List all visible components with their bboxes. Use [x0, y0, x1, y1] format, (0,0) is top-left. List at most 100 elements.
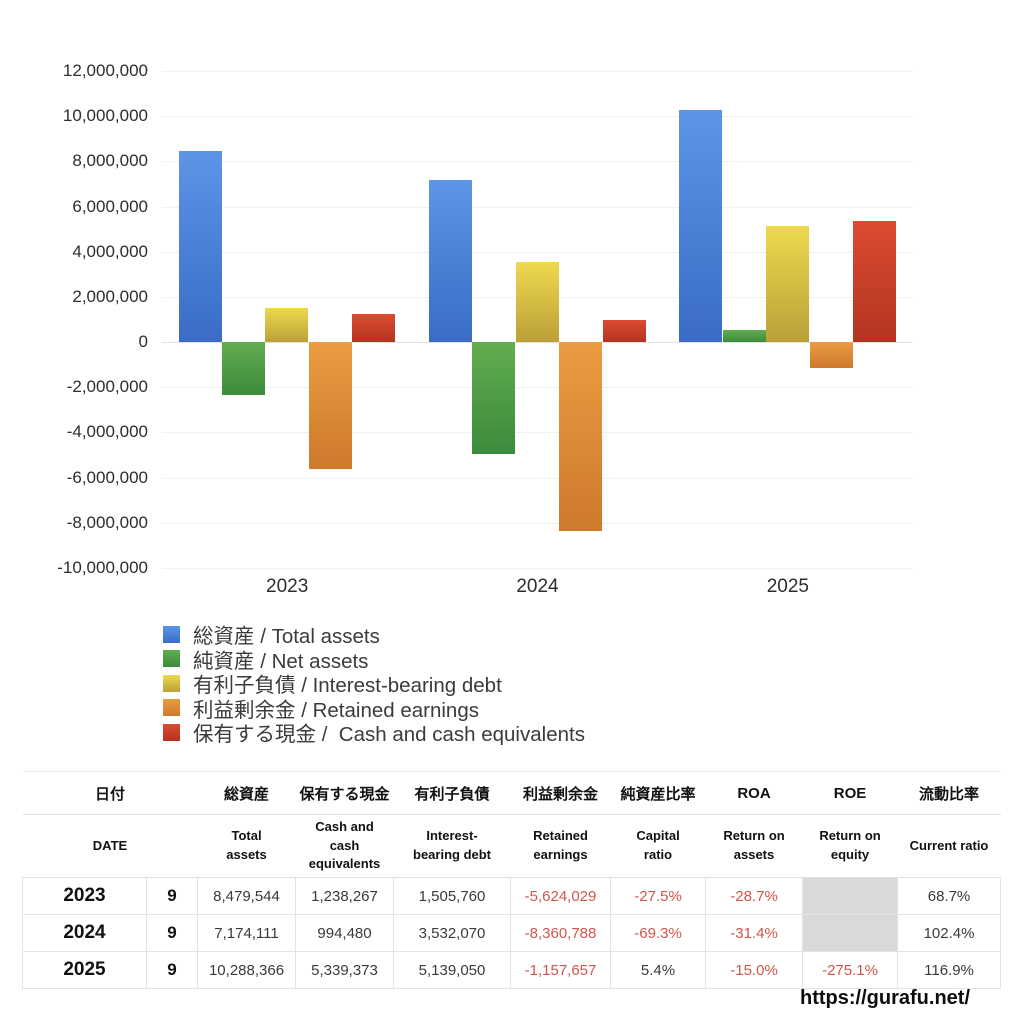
- col-header-capital-ratio-en: Capital ratio: [610, 814, 706, 878]
- y-tick-label: -10,000,000: [57, 558, 148, 577]
- bar: [559, 342, 603, 531]
- col-header-cash-ja: 保有する現金: [295, 771, 394, 815]
- year-cell: 2024: [22, 914, 147, 952]
- col-header-roe-en: Return on equity: [802, 814, 898, 878]
- gridline: [162, 522, 913, 524]
- x-tick-label: 2025: [766, 576, 809, 597]
- col-header-roa-en: Return on assets: [705, 814, 803, 878]
- bar: [308, 342, 352, 470]
- legend-swatch: [163, 674, 180, 692]
- bar: [679, 109, 723, 343]
- gridline: [162, 342, 913, 344]
- value-cell: -5,624,029: [510, 877, 612, 915]
- month-cell: 9: [145, 951, 199, 989]
- x-tick-label: 2023: [266, 576, 309, 597]
- col-header-retained-en: Retained earnings: [510, 814, 611, 878]
- legend-swatch: [163, 625, 180, 643]
- site-url: https://gurafu.net/: [800, 987, 970, 1009]
- bar: [515, 262, 559, 343]
- y-tick-label: 12,000,000: [62, 61, 148, 80]
- legend-swatch: [163, 723, 180, 741]
- col-header-retained-ja: 利益剰余金: [510, 771, 611, 815]
- y-tick-label: -2,000,000: [66, 377, 148, 397]
- gridline: [162, 432, 913, 434]
- bar: [429, 180, 472, 343]
- legend-item: 総資産 / Total assets: [163, 622, 585, 649]
- table-row: 2024 9 7,174,111 994,480 3,532,070 -8,360,788…: [22, 914, 1002, 952]
- y-tick-label: -4,000,000: [66, 422, 148, 442]
- gridline: [162, 161, 913, 163]
- bar: [178, 150, 222, 343]
- col-header-cash-en: Cash and cash equivalents: [295, 814, 394, 878]
- y-tick-label: 2,000,000: [72, 286, 148, 306]
- legend-label: 純資産 / Net assets: [193, 649, 369, 673]
- value-cell: 1,505,760: [393, 877, 512, 915]
- bar: [265, 308, 309, 343]
- table-header-english: DATE Total assets Cash and cash equivale…: [22, 814, 1001, 878]
- y-tick-label: 6,000,000: [72, 196, 148, 216]
- value-cell: 102.4%: [897, 914, 1002, 952]
- legend-item: 利益剰余金 / Retained earnings: [163, 696, 585, 722]
- col-header-roe-ja: ROE: [802, 771, 898, 815]
- month-cell: 9: [145, 877, 199, 915]
- year-cell: 2023: [22, 877, 147, 915]
- gridline: [162, 251, 913, 253]
- col-header-debt-en: Interest-bearing debt: [393, 814, 511, 878]
- legend-item: 保有する現金 / Cash and cash equivalents: [163, 720, 585, 747]
- gridline: [162, 206, 913, 208]
- gridline: [162, 387, 913, 389]
- value-cell: -15.0%: [705, 951, 804, 989]
- table-row: 2025 9 10,288,366 5,339,373 5,139,050 -1,157,…: [22, 951, 1002, 989]
- financial-table: 日付 総資産 保有する現金 有利子負債 利益剰余金 純資産比率 ROA ROE …: [22, 771, 1002, 989]
- bar: [722, 329, 766, 343]
- legend-item: 純資産 / Net assets: [163, 647, 585, 673]
- y-tick-label: -8,000,000: [66, 512, 148, 532]
- value-cell: 5.4%: [610, 951, 707, 989]
- gridline: [162, 477, 913, 479]
- col-header-date-ja: 日付: [22, 771, 198, 815]
- bar: [352, 314, 396, 343]
- plot-area: [162, 71, 913, 569]
- col-header-total-assets-en: Total assets: [197, 814, 296, 878]
- col-header-current-ratio-ja: 流動比率: [897, 771, 1001, 815]
- col-header-total-assets-ja: 総資産: [197, 771, 296, 815]
- x-axis-labels: 2023 2024 2025: [162, 576, 913, 600]
- y-tick-label: 0: [138, 332, 148, 352]
- gridline: [162, 116, 913, 118]
- value-cell: -1,157,657: [510, 951, 612, 989]
- col-header-date-en: DATE: [22, 814, 198, 878]
- y-tick-label: -6,000,000: [66, 467, 148, 487]
- value-cell: 1,238,267: [295, 877, 395, 915]
- bar: [472, 342, 516, 455]
- legend-label: 有利子負債 / Interest-bearing debt: [193, 674, 502, 698]
- y-tick-label: 8,000,000: [72, 151, 148, 171]
- col-header-capital-ratio-ja: 純資産比率: [610, 771, 706, 815]
- legend-label: 保有する現金 / Cash and cash equivalents: [193, 723, 585, 747]
- legend-item: 有利子負債 / Interest-bearing debt: [163, 671, 585, 698]
- legend-swatch: [163, 699, 180, 717]
- col-header-current-ratio-en: Current ratio: [897, 814, 1001, 878]
- col-header-roa-ja: ROA: [705, 771, 803, 815]
- gridline: [162, 568, 913, 569]
- value-cell: -27.5%: [610, 877, 707, 915]
- value-cell: 10,288,366: [197, 951, 297, 989]
- value-cell: -8,360,788: [510, 914, 612, 952]
- value-cell: 116.9%: [897, 951, 1002, 989]
- value-cell: -275.1%: [802, 951, 899, 989]
- table-row: 2023 9 8,479,544 1,238,267 1,505,760 -5,624,0…: [22, 877, 1002, 915]
- bar: [809, 342, 853, 369]
- legend-label: 総資産 / Total assets: [193, 625, 380, 649]
- value-cell: 994,480: [295, 914, 395, 952]
- value-cell: 7,174,111: [197, 914, 297, 952]
- bar: [222, 342, 266, 395]
- value-cell: 3,532,070: [393, 914, 512, 952]
- x-tick-label: 2024: [516, 576, 559, 597]
- y-axis-labels: 12,000,000 10,000,000 8,000,000 6,000,000 4,…: [0, 61, 148, 577]
- value-cell: -31.4%: [705, 914, 804, 952]
- value-cell: 68.7%: [897, 877, 1002, 915]
- value-cell: 5,139,050: [393, 951, 512, 989]
- bar: [602, 319, 646, 343]
- value-cell: [802, 877, 899, 915]
- legend-label: 利益剰余金 / Retained earnings: [193, 698, 479, 722]
- bar: [766, 225, 810, 343]
